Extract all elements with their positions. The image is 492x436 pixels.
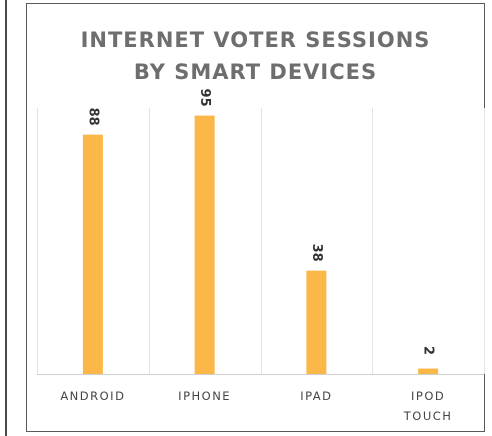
chart-grid (37, 108, 485, 375)
chart-title-line-2: BY SMART DEVICES (133, 60, 378, 84)
chart-category-labels: ANDROID IPHONE IPAD IPOD TOUCH (60, 389, 453, 423)
category-label-1-0: IPHONE (178, 389, 231, 403)
category-label-0-0: ANDROID (60, 389, 125, 403)
chart-data-labels: 88 95 38 2 (85, 89, 435, 356)
category-label-2-0: IPAD (300, 389, 332, 403)
data-label-2: 38 (309, 244, 324, 262)
bar-2 (306, 270, 327, 374)
bar-3 (418, 368, 439, 374)
bar-1 (194, 115, 215, 374)
chart-title-line-1: INTERNET VOTER SESSIONS (80, 28, 431, 52)
data-label-3: 2 (421, 346, 436, 355)
bar-0 (82, 134, 103, 374)
data-label-0: 88 (85, 108, 100, 126)
category-label-3-1: TOUCH (403, 409, 453, 423)
data-label-1: 95 (197, 89, 212, 107)
category-label-3-0: IPOD (411, 389, 445, 403)
chart-bars (82, 115, 439, 374)
left-panel-edge (5, 0, 7, 436)
